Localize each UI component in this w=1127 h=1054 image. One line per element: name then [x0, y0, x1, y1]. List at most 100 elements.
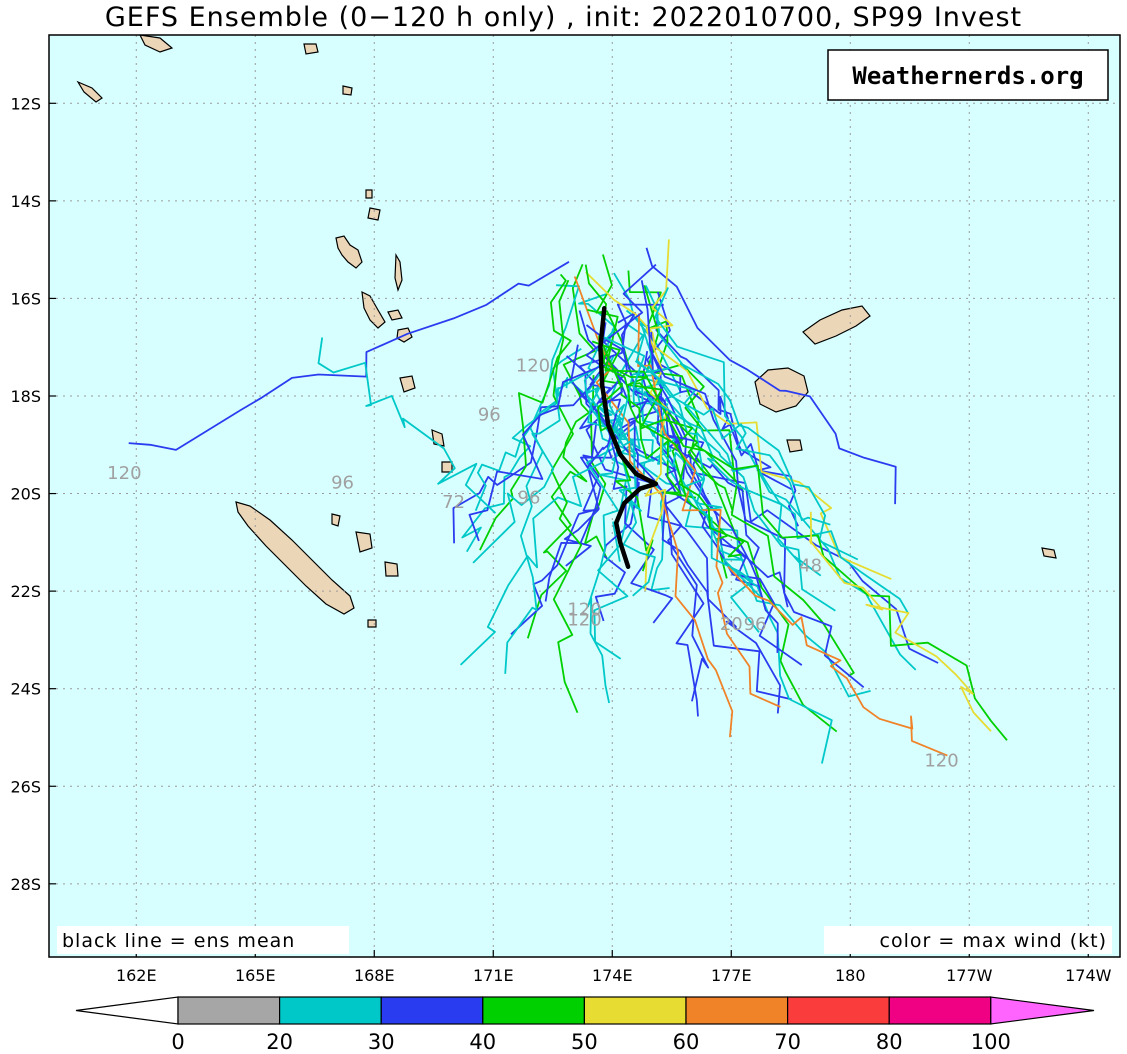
forecast-hour-label: 96 [518, 487, 541, 508]
ensemble-member-track [654, 287, 917, 671]
ensemble-mean-line [598, 305, 659, 569]
ensemble-member-track [472, 329, 615, 564]
land-small-island [367, 619, 377, 628]
land-small-island [139, 35, 174, 53]
ensemble-member-track [544, 312, 636, 602]
ensemble-member-track [636, 331, 760, 633]
colorbar: 0 20 30 40 50 60 70 80 100 [75, 996, 1095, 1054]
colorbar-bin [177, 996, 281, 1025]
colorbar-label: 20 [266, 1030, 293, 1054]
ensemble-member-track [570, 344, 792, 701]
ensemble-member-track [474, 376, 569, 512]
ensemble-member-track [585, 271, 892, 580]
colorbar-label: 100 [971, 1030, 1011, 1054]
lon-tick-label: 162E [116, 966, 157, 985]
axes: 162E 165E 168E 171E 174E 177E 180 177W 174W 12S 14… [10, 94, 1111, 985]
colorbar-label: 80 [876, 1030, 903, 1054]
ensemble-member-track [600, 339, 745, 558]
forecast-hour-label: 20 [720, 614, 743, 635]
lon-tick-label: 174E [592, 966, 633, 985]
land-small-island [441, 461, 453, 473]
ensemble-member-track [591, 340, 697, 499]
ensemble-member-track [578, 310, 674, 624]
ensemble-member-track [479, 273, 572, 551]
colorbar-bin [786, 996, 890, 1025]
ensemble-member-track [452, 303, 664, 544]
ensemble-member-track [577, 391, 781, 714]
forecast-hour-label: 120 [516, 356, 550, 377]
ensemble-member-track [646, 341, 794, 491]
land-small-island [365, 189, 373, 199]
ensemble-member-track [606, 358, 789, 608]
lat-tick-label: 16S [10, 289, 41, 308]
colorbar-under-arrow [75, 996, 179, 1025]
land-small-island [786, 439, 803, 453]
land-loyalty-islands [384, 561, 399, 577]
land-small-island [303, 43, 319, 55]
ensemble-member-track [613, 403, 656, 597]
lat-tick-label: 18S [10, 387, 41, 406]
land-erromango [399, 375, 416, 393]
land-espiritu-santo [335, 235, 363, 269]
ensemble-member-track [468, 263, 657, 542]
lat-tick-label: 20S [10, 485, 41, 504]
lat-tick-label: 26S [10, 777, 41, 796]
forecast-hour-label: 72 [442, 492, 465, 513]
lon-tick-label: 171E [473, 966, 514, 985]
ensemble-member-track [637, 313, 781, 708]
colorbar-bin [482, 996, 585, 1025]
land-masses [76, 35, 1057, 628]
lat-tick-label: 24S [10, 680, 41, 699]
land-small-island [76, 80, 103, 103]
ensemble-member-track [526, 375, 595, 639]
ensemble-member-track [504, 284, 580, 674]
ensemble-member-track [603, 336, 822, 577]
land-vanua-levu [802, 305, 871, 345]
ensemble-member-track [459, 367, 670, 666]
legend-right-text: color = max wind (kt) [880, 930, 1107, 952]
ensemble-mean-track [598, 305, 659, 569]
ensemble-member-tracks [128, 239, 1008, 764]
map-ocean [49, 35, 1120, 957]
legend-left-text: black line = ens mean [62, 930, 295, 952]
forecast-hour-label: 120 [107, 463, 141, 484]
colorbar-bin [279, 996, 382, 1025]
colorbar-label: 60 [673, 1030, 700, 1054]
ensemble-member-track [510, 350, 650, 635]
land-small-island [331, 513, 341, 527]
ensemble-member-track [573, 276, 734, 738]
colorbar-label: 70 [774, 1030, 801, 1054]
ensemble-member-track [653, 377, 710, 702]
lat-tick-label: 14S [10, 192, 41, 211]
brand-label: Weathernerds.org [852, 62, 1083, 90]
forecast-hour-label: 120 [567, 609, 601, 630]
land-small-island [342, 85, 353, 96]
colorbar-bin [380, 996, 484, 1025]
colorbar-bin [685, 996, 789, 1025]
colorbar-bin [888, 996, 992, 1025]
land-small-island [394, 252, 403, 292]
ensemble-member-track [562, 263, 609, 562]
lon-tick-label: 174W [1065, 966, 1112, 985]
forecast-hour-label: 120 [567, 600, 601, 621]
ensemble-member-track [645, 247, 897, 505]
lat-tick-label: 28S [10, 875, 41, 894]
ensemble-member-track [317, 337, 497, 514]
colorbar-label: 40 [469, 1030, 496, 1054]
forecast-hour-label: 48 [799, 556, 822, 577]
lon-tick-label: 180 [835, 966, 866, 985]
ensemble-member-track [727, 565, 948, 757]
ensemble-member-track [585, 373, 620, 704]
land-small-island [367, 207, 381, 221]
legend-left-box: black line = ens mean [57, 926, 349, 954]
map-frame [48, 34, 1121, 958]
forecast-hour-label: 120 [924, 751, 958, 772]
ensemble-member-track [692, 443, 1008, 741]
colorbar-label: 30 [368, 1030, 395, 1054]
forecast-hour-label: 96 [478, 404, 501, 425]
brand-box: Weathernerds.org [827, 49, 1109, 101]
lon-tick-label: 177E [711, 966, 752, 985]
land-small-island [1041, 547, 1057, 559]
